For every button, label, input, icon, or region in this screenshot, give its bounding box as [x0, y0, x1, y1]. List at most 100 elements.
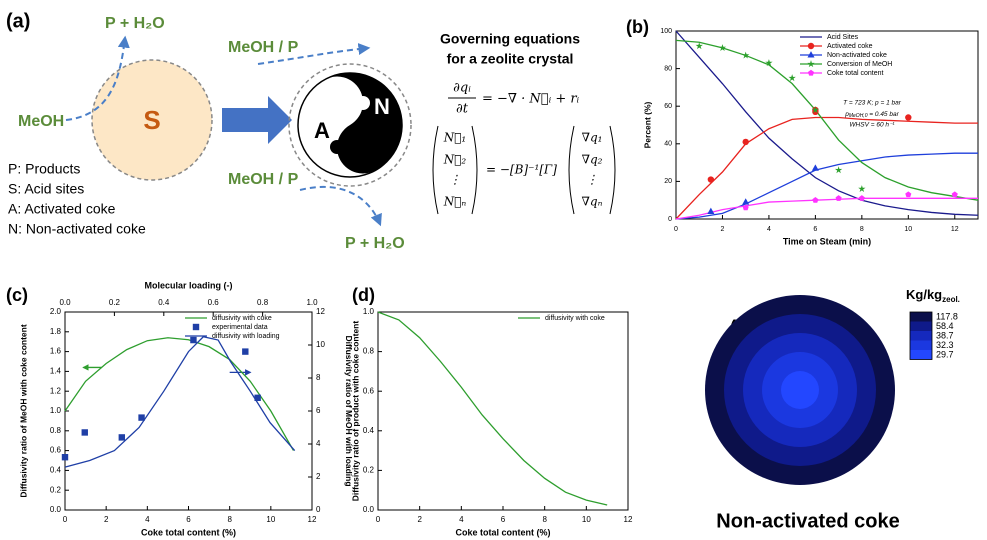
marker — [812, 197, 818, 203]
panel-label: (c) — [6, 285, 28, 305]
y-tick-label: 0.8 — [50, 426, 62, 435]
x-tick-label: 12 — [951, 226, 959, 233]
x-tick-label: 6 — [186, 515, 191, 524]
annotation: T = 723 K; p = 1 bar — [843, 100, 902, 107]
x2-tick-label: 0.4 — [158, 298, 170, 307]
panel-a: (a) S MeOH P + H₂O N A MeOH / P MeOH / P… — [6, 10, 615, 252]
dot — [330, 140, 344, 154]
y-axis-title: Diffusivity ratio of product with coke c… — [350, 321, 360, 502]
eq-den: ∂t — [456, 102, 469, 117]
x-tick-label: 10 — [904, 226, 912, 233]
x-tick-label: 2 — [104, 515, 109, 524]
paren — [610, 126, 615, 214]
y-tick-label: 0.0 — [50, 505, 62, 514]
marker — [858, 185, 865, 192]
y-tick-label: 1.8 — [50, 327, 62, 336]
x-axis-title: Coke total content (%) — [141, 527, 236, 537]
feed-label: MeOH / P — [228, 39, 299, 56]
series-line — [65, 337, 295, 467]
colorbar-title-main: Kg/kg — [906, 287, 942, 302]
vec-entry: ⋮ — [586, 173, 598, 187]
y-tick-label: 40 — [664, 141, 672, 148]
y2-tick-label: 2 — [316, 472, 321, 481]
marker — [905, 114, 911, 120]
marker — [808, 70, 814, 76]
marker — [789, 74, 796, 81]
colorbar-label: 117.8 — [936, 311, 958, 321]
colorbar-label: 38.7 — [936, 330, 954, 340]
vec-entry: N⃗₁ — [443, 131, 467, 145]
y2-tick-label: 0 — [316, 505, 321, 514]
marker — [742, 139, 748, 145]
y-tick-label: 0.4 — [363, 426, 375, 435]
y-tick-label: 0.6 — [363, 386, 375, 395]
n-label: N — [374, 94, 390, 119]
series-line — [378, 312, 607, 505]
colorbar-cell — [910, 341, 932, 351]
flow-arrow — [300, 187, 380, 224]
marker — [808, 43, 814, 49]
y-tick-label: 0.8 — [363, 347, 375, 356]
figure: (a) S MeOH P + H₂O N A MeOH / P MeOH / P… — [0, 0, 987, 540]
annotation-sub: MeOH,0 — [849, 113, 868, 119]
x-tick-label: 8 — [542, 515, 547, 524]
marker — [242, 348, 248, 354]
colorbar-label: 29.7 — [936, 349, 954, 359]
marker — [138, 414, 144, 420]
x-tick-label: 0 — [376, 515, 381, 524]
legend-label: Coke total content — [827, 70, 883, 77]
x-tick-label: 4 — [145, 515, 150, 524]
panel-label: (a) — [6, 10, 30, 32]
eq-title: Governing equations — [440, 31, 580, 47]
legend-item: N: Non-activated coke — [8, 221, 146, 237]
y-tick-label: 1.0 — [363, 307, 375, 316]
legend-item: S: Acid sites — [8, 181, 84, 197]
paren — [433, 126, 438, 214]
colorbar-cell — [910, 350, 932, 360]
colorbar-cell — [910, 312, 932, 322]
panel-e: (e) Kg/kgzeol. Non-activated coke 117.85… — [705, 287, 960, 532]
y-tick-label: 100 — [660, 28, 672, 35]
x2-tick-label: 0.6 — [208, 298, 220, 307]
paren — [569, 126, 574, 214]
colorbar-label: 58.4 — [936, 321, 954, 331]
legend-label: Acid Sites — [827, 34, 859, 41]
panel-label: (b) — [626, 17, 649, 37]
x-tick-label: 2 — [721, 226, 725, 233]
dot — [356, 96, 370, 110]
x-tick-label: 6 — [501, 515, 506, 524]
marker — [707, 208, 714, 214]
eq-num: ∂qᵢ — [453, 81, 471, 96]
eq-rhs: = −∇ · N⃗ᵢ + rᵢ — [482, 92, 580, 107]
colorbar-cell — [910, 322, 932, 332]
x2-axis-title: Molecular loading (-) — [144, 280, 232, 290]
x2-tick-label: 0.0 — [59, 298, 71, 307]
marker — [708, 176, 714, 182]
y-tick-label: 0.2 — [50, 485, 62, 494]
series-line — [676, 117, 978, 219]
series-line — [676, 153, 978, 219]
legend-label: Conversion of MeOH — [827, 61, 892, 68]
y2-tick-label: 4 — [316, 439, 321, 448]
y2-tick-label: 8 — [316, 373, 321, 382]
legend-label: experimental data — [212, 324, 268, 331]
y-tick-label: 80 — [664, 65, 672, 72]
x-tick-label: 8 — [860, 226, 864, 233]
series-line — [676, 198, 978, 219]
chart: (c)0246810120.00.20.40.60.81.01.21.41.61… — [6, 280, 354, 537]
x-tick-label: 4 — [459, 515, 464, 524]
product-label: P + H₂O — [105, 15, 165, 32]
y-tick-label: 0 — [668, 216, 672, 223]
big-arrow — [222, 96, 292, 144]
y-axis-title: Percent (%) — [642, 101, 652, 148]
vec-entry: N⃗ₙ — [443, 195, 467, 209]
x2-tick-label: 1.0 — [306, 298, 318, 307]
y-tick-label: 60 — [664, 103, 672, 110]
x-tick-label: 8 — [227, 515, 232, 524]
y-tick-label: 1.0 — [50, 406, 62, 415]
x-tick-label: 0 — [63, 515, 68, 524]
vec-entry: ∇q₂ — [582, 153, 603, 167]
y-tick-label: 1.2 — [50, 386, 62, 395]
marker — [836, 195, 842, 201]
caption: Non-activated coke — [716, 510, 899, 532]
